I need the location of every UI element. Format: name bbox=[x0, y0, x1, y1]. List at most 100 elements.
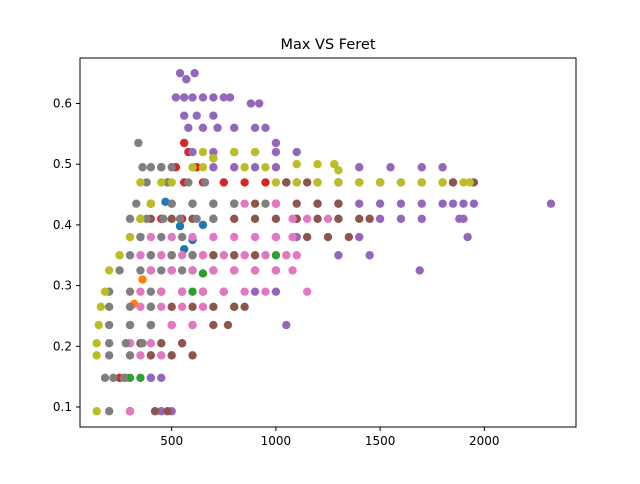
data-point bbox=[365, 251, 374, 260]
data-point bbox=[146, 163, 156, 172]
data-point bbox=[200, 178, 210, 187]
data-point bbox=[167, 251, 176, 260]
data-point bbox=[125, 351, 135, 360]
data-point bbox=[334, 178, 343, 187]
data-point bbox=[271, 138, 281, 148]
data-point bbox=[157, 407, 166, 416]
data-point bbox=[146, 266, 156, 275]
y-tick-label: 0.3 bbox=[53, 279, 72, 293]
data-point bbox=[209, 302, 218, 312]
data-point bbox=[104, 320, 114, 330]
data-point bbox=[261, 123, 270, 132]
data-point bbox=[157, 373, 166, 383]
data-point bbox=[150, 407, 160, 416]
data-point bbox=[271, 251, 281, 260]
data-point bbox=[138, 163, 147, 172]
data-point bbox=[136, 287, 145, 296]
data-point bbox=[209, 147, 218, 157]
y-tick-label: 0.6 bbox=[53, 97, 72, 111]
data-point bbox=[146, 199, 156, 208]
data-point bbox=[136, 214, 145, 224]
data-point bbox=[209, 320, 218, 330]
data-point bbox=[271, 232, 281, 242]
data-point bbox=[136, 178, 145, 187]
ticks-layer: 500 1000 1500 2000 0.1 0.2 0.3 0.4 0.5 0.6 bbox=[53, 97, 500, 448]
data-point bbox=[175, 68, 185, 78]
data-point bbox=[219, 251, 228, 260]
data-point bbox=[188, 93, 197, 102]
data-point bbox=[188, 163, 197, 172]
data-point bbox=[167, 302, 176, 312]
data-point bbox=[198, 220, 208, 230]
x-tick-label: 1500 bbox=[365, 434, 396, 448]
data-point bbox=[177, 339, 187, 348]
data-point bbox=[209, 251, 218, 260]
data-point bbox=[334, 214, 343, 224]
data-point bbox=[209, 232, 218, 242]
data-point bbox=[240, 251, 249, 260]
data-point bbox=[92, 351, 101, 360]
data-point bbox=[355, 163, 364, 172]
data-point bbox=[136, 351, 145, 360]
data-point bbox=[417, 199, 426, 208]
data-point bbox=[104, 339, 114, 348]
data-point bbox=[209, 199, 218, 208]
data-point bbox=[167, 351, 176, 360]
data-point bbox=[157, 266, 166, 275]
points-layer bbox=[92, 68, 556, 416]
data-point bbox=[198, 93, 208, 102]
data-point bbox=[261, 251, 270, 260]
data-point bbox=[188, 351, 197, 360]
data-point bbox=[190, 68, 199, 78]
y-tick-label: 0.2 bbox=[53, 339, 72, 353]
data-point bbox=[142, 214, 151, 224]
data-point bbox=[334, 199, 343, 208]
data-point bbox=[219, 178, 228, 187]
data-point bbox=[250, 251, 260, 260]
chart-title: Max VS Feret bbox=[280, 37, 375, 53]
data-point bbox=[184, 123, 193, 132]
data-point bbox=[100, 373, 110, 383]
data-point bbox=[230, 199, 239, 208]
data-point bbox=[302, 232, 312, 242]
data-point bbox=[167, 163, 176, 172]
data-point bbox=[330, 160, 339, 169]
data-point bbox=[209, 214, 218, 224]
data-point bbox=[375, 178, 385, 187]
data-point bbox=[142, 178, 151, 187]
x-tick-label: 2000 bbox=[469, 434, 500, 448]
data-point bbox=[459, 199, 468, 208]
data-point bbox=[355, 178, 364, 187]
data-point bbox=[209, 153, 218, 163]
data-point bbox=[104, 351, 114, 360]
data-point bbox=[175, 214, 185, 224]
data-point bbox=[175, 221, 185, 231]
data-point bbox=[417, 214, 426, 224]
data-point bbox=[302, 178, 312, 187]
data-point bbox=[125, 320, 135, 330]
data-point bbox=[292, 160, 301, 169]
data-point bbox=[157, 287, 166, 296]
data-point bbox=[230, 302, 239, 312]
data-point bbox=[230, 232, 239, 242]
data-point bbox=[125, 214, 135, 224]
data-point bbox=[146, 351, 156, 360]
data-point bbox=[177, 251, 187, 260]
data-point bbox=[146, 287, 156, 296]
data-point bbox=[261, 287, 270, 296]
data-point bbox=[240, 287, 249, 296]
data-point bbox=[198, 269, 208, 278]
data-point bbox=[157, 351, 166, 360]
y-tick-label: 0.1 bbox=[53, 400, 72, 414]
data-point bbox=[198, 147, 208, 157]
data-point bbox=[188, 287, 197, 296]
data-point bbox=[188, 232, 197, 242]
data-point bbox=[104, 266, 114, 275]
data-point bbox=[125, 232, 135, 242]
data-point bbox=[146, 339, 156, 348]
data-point bbox=[109, 373, 118, 383]
data-point bbox=[271, 178, 281, 187]
data-point bbox=[125, 373, 135, 383]
